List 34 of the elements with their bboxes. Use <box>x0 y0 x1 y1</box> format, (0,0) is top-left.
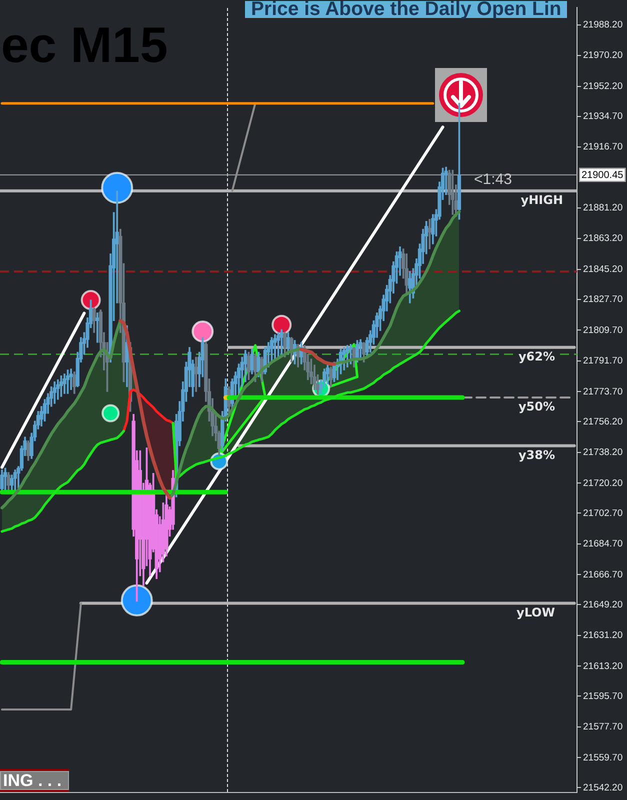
y-tick-label: 21863.20 <box>583 233 623 244</box>
y-tick-label: 21613.20 <box>583 660 623 672</box>
y-tick-label: 21720.20 <box>583 478 623 489</box>
series-label: y50% <box>518 400 555 414</box>
y-tick-label: 21595.70 <box>583 690 623 702</box>
y-tick-label: 21631.20 <box>583 630 623 642</box>
y-tick-label: 21738.20 <box>583 447 623 458</box>
y-tick-label: 21809.70 <box>583 324 623 336</box>
y-tick-label: 21970.20 <box>583 50 623 62</box>
ref-line-label: yHIGH <box>520 193 563 208</box>
y-tick-label: 21559.70 <box>583 752 623 764</box>
series-label: yLOW <box>516 605 555 620</box>
y-tick-label: 21827.70 <box>583 294 623 305</box>
y-tick-label: 21649.20 <box>583 599 623 610</box>
ref-line-label: 21900.45 <box>582 170 624 182</box>
annotation: <1:43 <box>474 171 512 188</box>
series-label: y38% <box>518 448 555 462</box>
y-tick-label: 21577.70 <box>583 722 623 733</box>
annotation: Price is Above the Daily Open Lin <box>245 0 568 20</box>
y-tick-label: 21666.70 <box>583 569 623 580</box>
y-tick-label: 21934.70 <box>583 110 623 122</box>
y-tick-label: 21542.20 <box>583 782 623 794</box>
y-tick-label: 21952.20 <box>583 81 623 92</box>
y-tick-label: 21756.20 <box>583 416 623 428</box>
y-tick-label: 21773.70 <box>583 386 623 398</box>
series-label: y62% <box>518 350 555 364</box>
y-tick-label: 21916.70 <box>583 142 623 153</box>
y-tick-label: 21702.70 <box>583 508 623 519</box>
y-tick-label: 21988.20 <box>583 19 623 30</box>
y-tick-label: 21881.20 <box>583 202 623 214</box>
annotation: ING . . . <box>0 771 69 790</box>
y-tick-label: 21791.70 <box>583 356 623 367</box>
y-tick-label: 21845.20 <box>583 264 623 276</box>
y-tick-label: 21684.70 <box>583 538 623 550</box>
